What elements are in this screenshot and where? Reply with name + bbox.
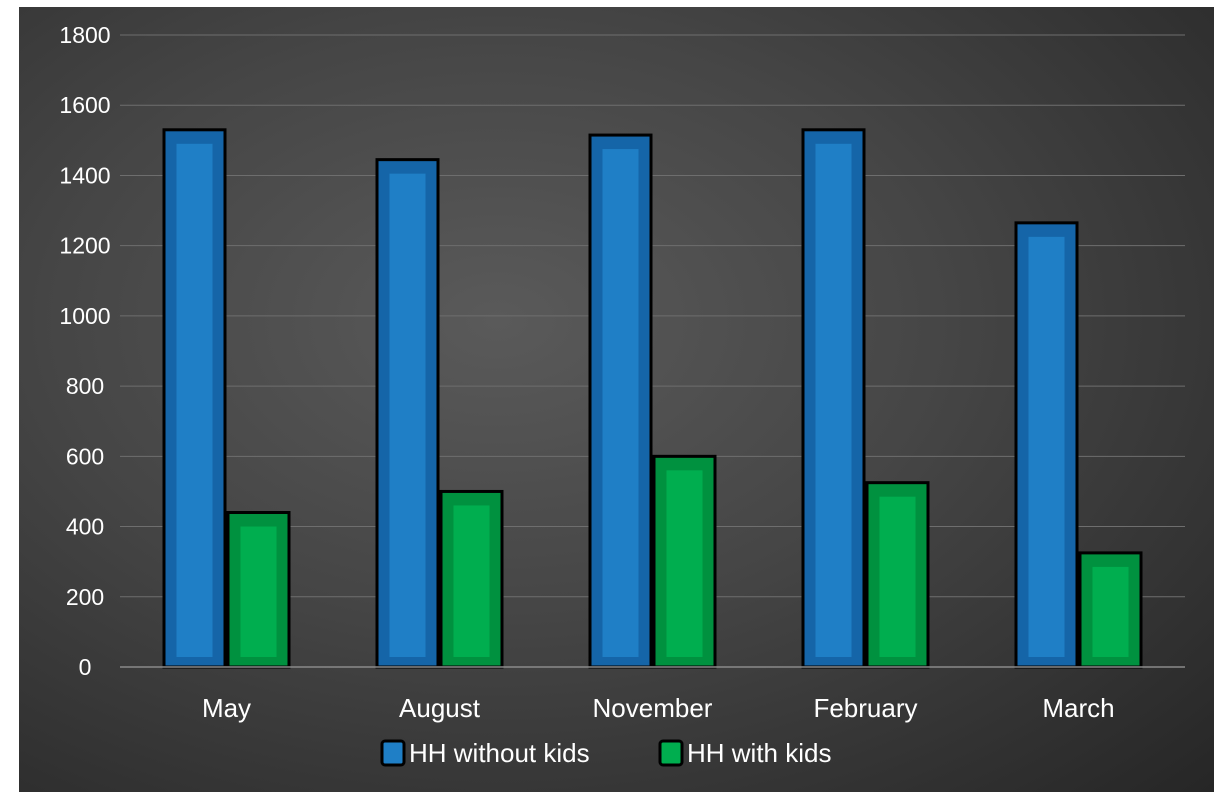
y-tick-label: 0 xyxy=(79,654,92,680)
bar-inner xyxy=(176,143,213,658)
x-axis-categories: May August November February March xyxy=(202,693,1115,723)
bar-hh-with-kids xyxy=(439,489,504,669)
bar-inner xyxy=(240,526,277,657)
y-tick-label: 1800 xyxy=(59,22,110,48)
bar-hh-with-kids xyxy=(226,511,291,669)
bar-hh-with-kids xyxy=(1078,551,1143,669)
bar-hh-without-kids xyxy=(1014,221,1079,669)
y-tick-label: 1400 xyxy=(59,162,110,188)
bar-hh-without-kids xyxy=(375,158,440,669)
bar-inner xyxy=(389,173,426,657)
y-tick-label: 200 xyxy=(66,584,104,610)
bar-inner xyxy=(1092,566,1129,657)
bar-hh-with-kids xyxy=(865,481,930,669)
bar-inner xyxy=(602,149,639,658)
legend-label: HH without kids xyxy=(409,738,590,768)
bar-hh-without-kids xyxy=(588,133,653,669)
bars xyxy=(162,128,1143,669)
y-tick-label: 400 xyxy=(66,514,104,540)
bar-hh-with-kids xyxy=(652,454,717,669)
bar-hh-without-kids xyxy=(801,128,866,669)
legend: HH without kids HH with kids xyxy=(380,738,831,768)
x-category-label: March xyxy=(1042,693,1114,723)
legend-swatch xyxy=(380,739,406,767)
y-axis-ticks: 0 200 400 600 800 1000 1200 1400 1600 1800 xyxy=(59,22,110,680)
bar-hh-without-kids xyxy=(162,128,227,669)
y-tick-label: 1200 xyxy=(59,233,110,259)
bar-inner xyxy=(879,496,916,657)
legend-swatch xyxy=(658,739,684,767)
x-category-label: August xyxy=(399,693,481,723)
bar-inner xyxy=(815,143,852,658)
y-tick-label: 600 xyxy=(66,443,104,469)
x-category-label: May xyxy=(202,693,251,723)
legend-label: HH with kids xyxy=(687,738,831,768)
y-tick-label: 1600 xyxy=(59,92,110,118)
bar-inner xyxy=(666,470,703,657)
y-tick-label: 800 xyxy=(66,373,104,399)
x-category-label: February xyxy=(813,693,917,723)
x-category-label: November xyxy=(593,693,713,723)
bar-inner xyxy=(453,505,490,657)
bar-inner xyxy=(1028,236,1065,657)
y-tick-label: 1000 xyxy=(59,303,110,329)
